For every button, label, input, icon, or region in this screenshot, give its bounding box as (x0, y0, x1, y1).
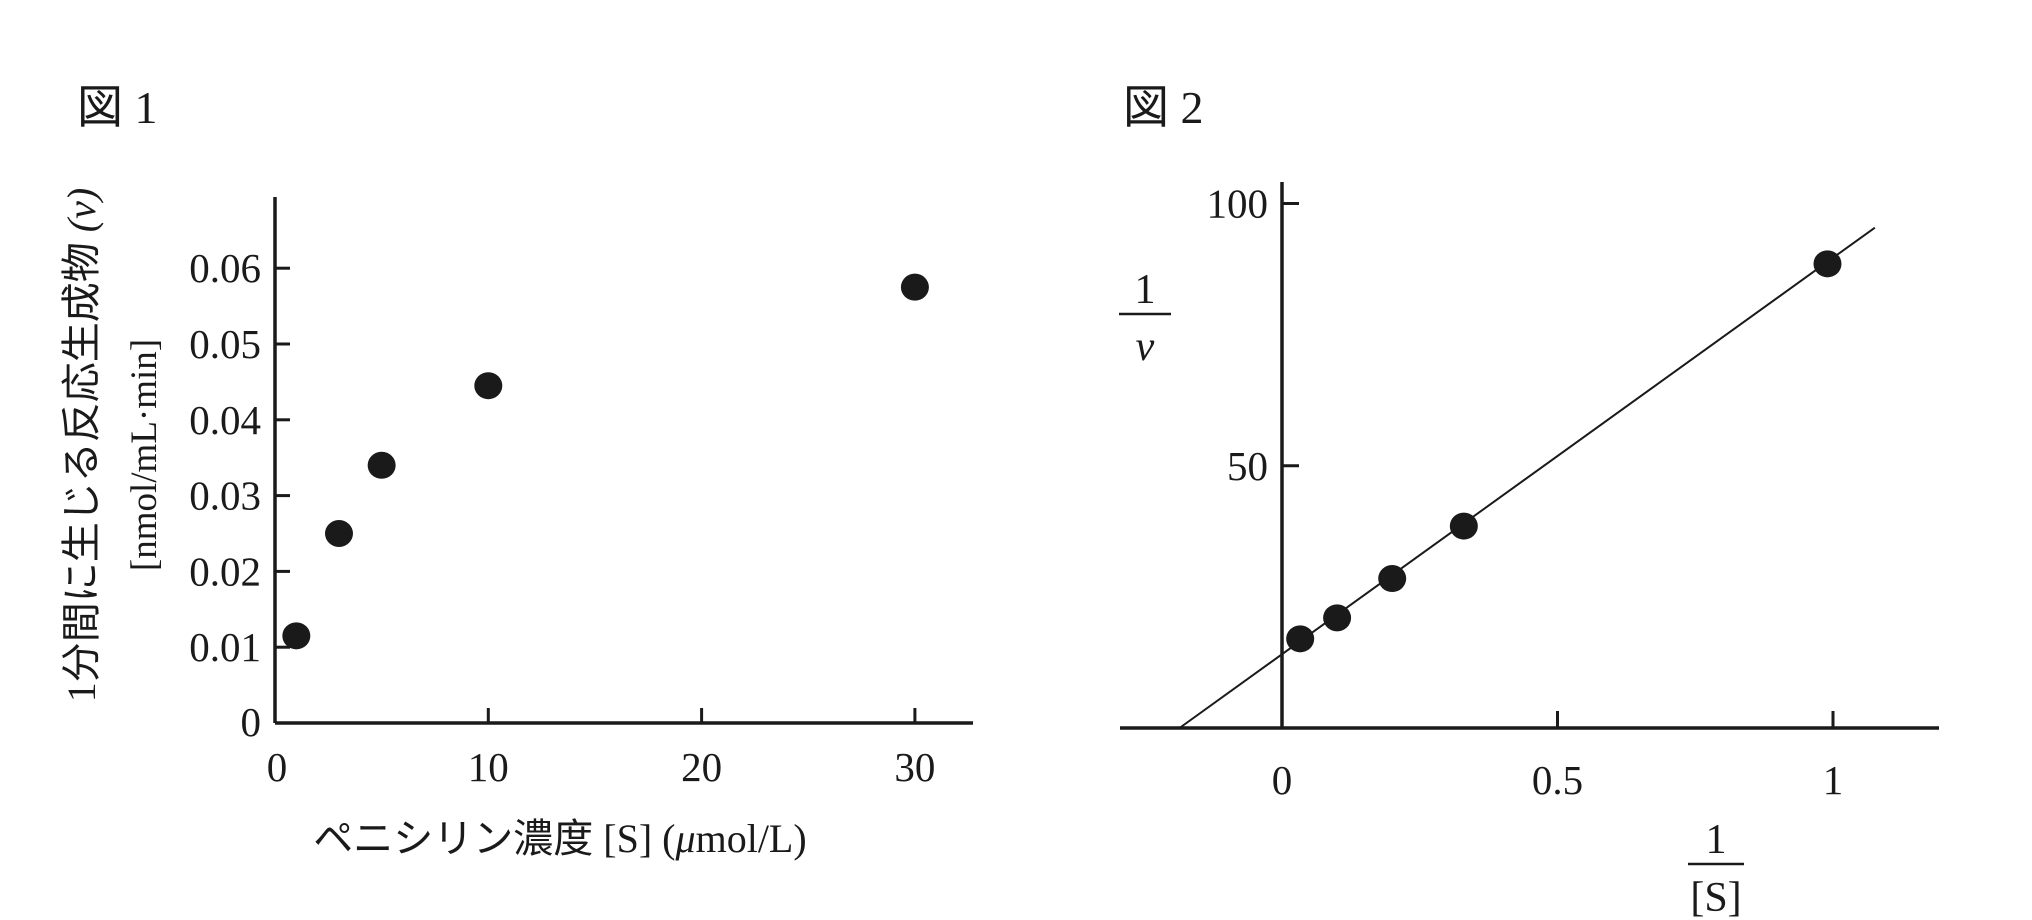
figure2-title: 図 2 (1123, 82, 1204, 133)
x-tick-label: 20 (681, 744, 722, 790)
data-point (1449, 512, 1478, 540)
fraction-denominator: [S] (1690, 875, 1741, 920)
data-point (367, 451, 396, 479)
data-point (900, 273, 929, 301)
x-tick-label: 0.5 (1532, 757, 1583, 803)
x-tick-label: 30 (894, 744, 935, 790)
y-tick-label: 50 (1227, 443, 1268, 489)
figure2-x-axis-label: 1 [S] (1688, 817, 1744, 920)
data-point (1286, 625, 1315, 653)
figure1: 図 1 1分間に生じる反応生成物(v) [nmol/mL·min] ペニシリン濃… (59, 82, 973, 861)
figure1-title: 図 1 (77, 82, 158, 133)
fraction-numerator: 1 (1135, 267, 1156, 313)
fraction-numerator: 1 (1706, 817, 1727, 863)
y-tick-label: 100 (1207, 181, 1269, 227)
y-tick-label: 0.06 (189, 245, 261, 291)
x-tick-label: 1 (1823, 757, 1844, 803)
figure2-y-axis-label: 1 v (1119, 267, 1171, 370)
data-point (1323, 604, 1352, 632)
y-tick-label: 0.01 (189, 624, 261, 670)
data-point (1813, 250, 1842, 278)
figure1-y-axis-units: [nmol/mL·min] (124, 339, 165, 571)
x-origin-label: 0 (267, 744, 288, 790)
figure1-x-axis-label: ペニシリン濃度 [S] (μmol/L) (313, 816, 806, 861)
x-origin-label: 0 (1272, 757, 1293, 803)
data-point (282, 622, 311, 650)
y-tick-label: 0.04 (189, 397, 261, 443)
y-tick-label: 0.03 (189, 473, 261, 519)
fraction-denominator: v (1136, 324, 1155, 370)
y-tick-label: 0.02 (189, 548, 261, 594)
x-tick-label: 10 (468, 744, 509, 790)
data-point (1378, 565, 1407, 593)
data-point (474, 372, 503, 400)
y-tick-label: 0.05 (189, 321, 261, 367)
figure1-plot: 0.01 0.02 0.03 0.04 0.05 0.06 10 20 30 00 (189, 197, 973, 790)
figure2-plot: 50 100 0.5 1 0 (1120, 181, 1939, 803)
fit-line (1178, 226, 1876, 729)
figure1-y-axis-label: 1分間に生じる反応生成物(v) (59, 188, 104, 702)
y-origin-label: 0 (241, 699, 262, 745)
figure2: 図 2 1 v 1 [S] 50 100 0.5 1 0 (1119, 82, 1939, 920)
data-point (324, 520, 353, 547)
